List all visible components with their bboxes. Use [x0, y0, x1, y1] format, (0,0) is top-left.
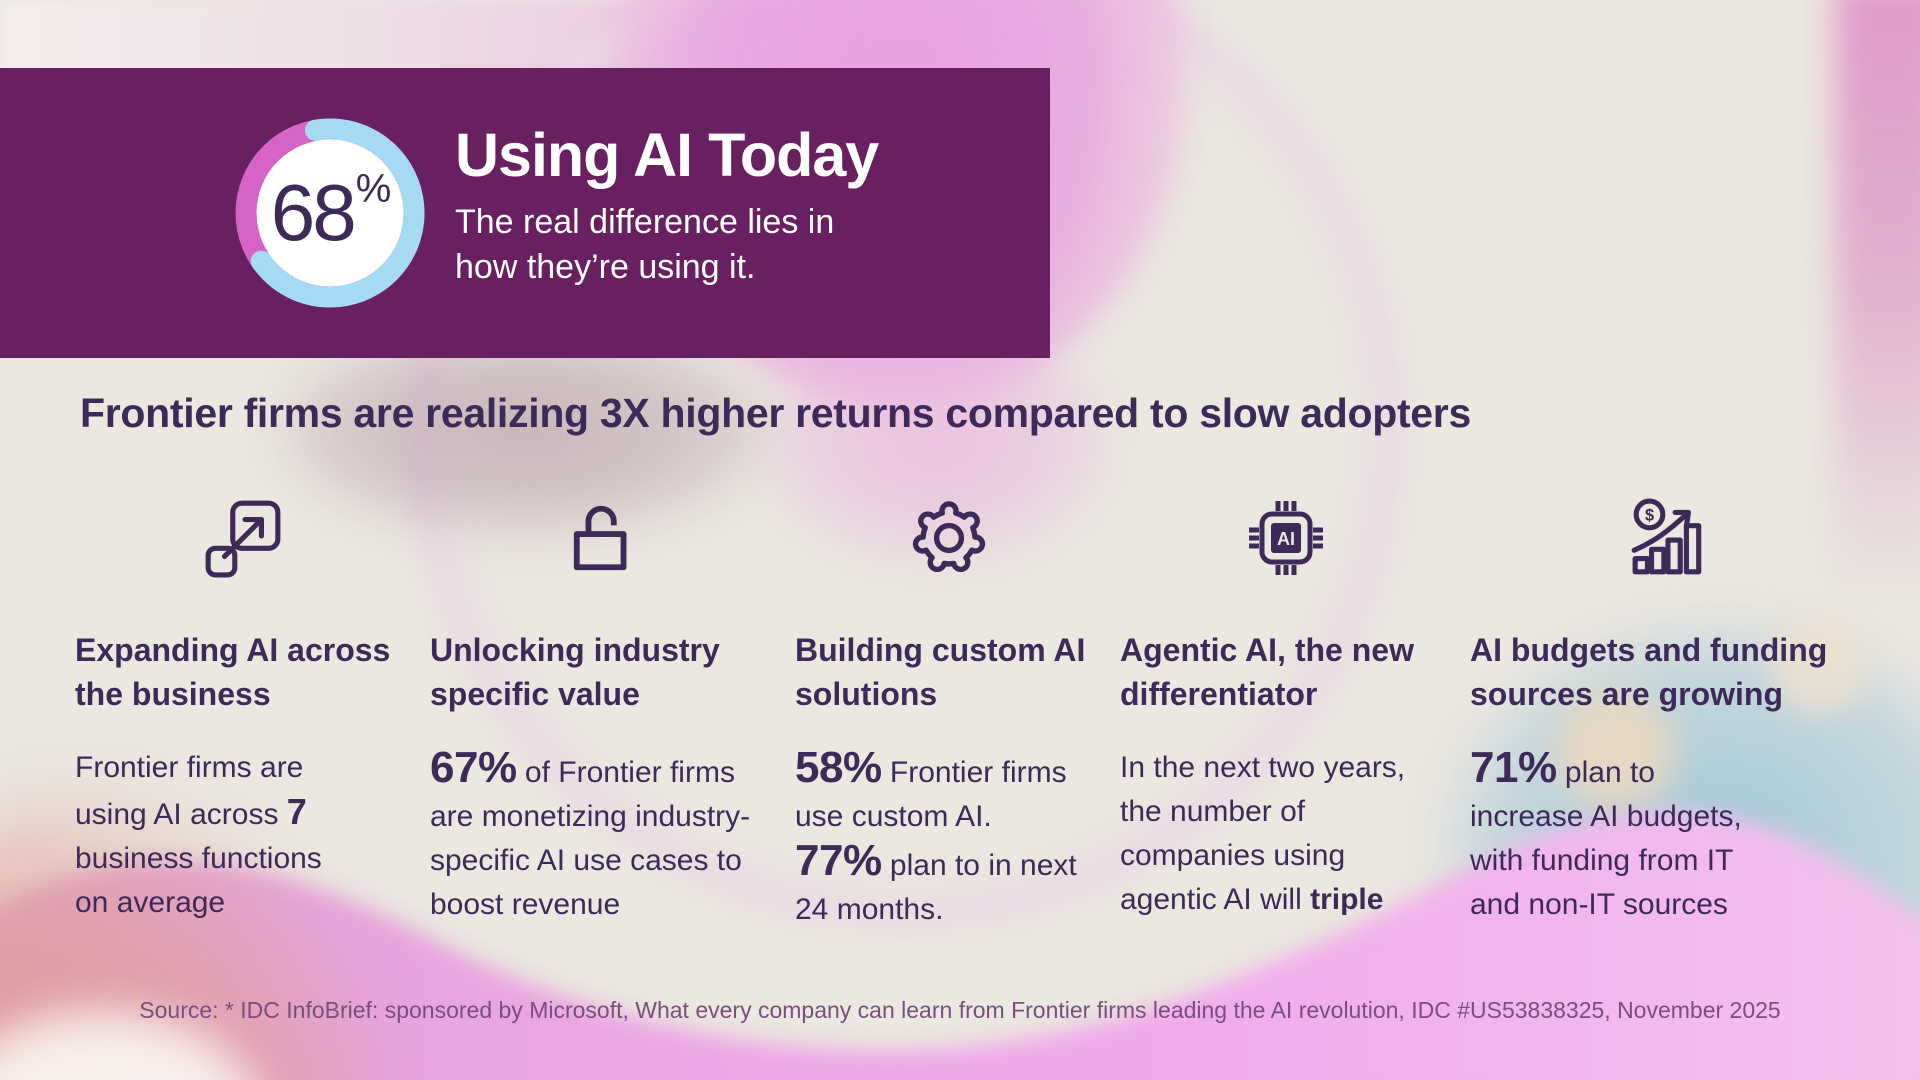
gear-icon — [795, 488, 1103, 588]
body-text: plan to in next 24 months. — [795, 849, 1077, 926]
body-text: of Frontier firms are monetizing industr… — [430, 756, 751, 921]
subtitle-line-2: how they’re using it. — [455, 248, 756, 286]
hero-text: Using AI Today The real difference lies … — [455, 120, 879, 290]
column-ai-budgets: $ AI budgets and funding sources are gro… — [1470, 488, 1870, 927]
column-body: Frontier firms are using AI across 7 bus… — [75, 746, 345, 925]
body-stat: 71% — [1470, 743, 1557, 792]
headline: Frontier firms are realizing 3X higher r… — [80, 390, 1471, 436]
column-agentic-ai: AI Agentic AI, the new differentiator In… — [1120, 488, 1452, 922]
page-title: Using AI Today — [455, 121, 879, 189]
page-subtitle: The real difference lies in how they’re u… — [455, 200, 878, 290]
column-expanding-ai: Expanding AI across the business Frontie… — [75, 488, 410, 925]
body-stat: 58% — [795, 743, 882, 792]
expand-icon — [75, 488, 410, 588]
background-pink-blob-2 — [765, 320, 1105, 560]
hero-banner: 68% Using AI Today The real difference l… — [0, 68, 1050, 358]
column-heading: Building custom AI solutions — [795, 632, 1086, 712]
bokeh-light-2 — [1770, 620, 1865, 715]
column-heading: AI budgets and funding sources are growi… — [1470, 632, 1828, 712]
column-body: 67% of Frontier firms are monetizing ind… — [430, 746, 782, 927]
column-heading: Expanding AI across the business — [75, 632, 391, 712]
ai-chip-icon: AI — [1120, 488, 1452, 588]
ai-usage-donut-chart: 68% — [235, 118, 425, 308]
stat-value: 68 — [270, 168, 357, 257]
subtitle-line-1: The real difference lies in — [455, 203, 835, 241]
svg-text:AI: AI — [1277, 529, 1295, 549]
background-pink-wave — [0, 685, 1920, 1080]
body-text: In the next two years, the number of com… — [1120, 751, 1406, 916]
donut-center-label: 68% — [235, 118, 425, 308]
column-custom-ai: Building custom AI solutions 58% Frontie… — [795, 488, 1103, 932]
unlock-icon — [430, 488, 782, 588]
money-growth-icon: $ — [1470, 488, 1870, 588]
column-body: 58% Frontier firms use custom AI. 77% pla… — [795, 746, 1095, 932]
background-right-band — [1835, 0, 1920, 600]
body-text: Frontier firms use custom AI. — [795, 756, 1067, 833]
column-body: In the next two years, the number of com… — [1120, 746, 1412, 922]
svg-text:$: $ — [1645, 507, 1654, 525]
column-heading: Unlocking industry specific value — [430, 632, 720, 712]
body-stat: 7 — [286, 791, 307, 832]
stat-unit: % — [355, 166, 392, 211]
source-attribution: Source: * IDC InfoBrief: sponsored by Mi… — [139, 997, 1781, 1023]
body-text: business functions on average — [75, 842, 322, 919]
body-text: Frontier firms are using AI across — [75, 751, 304, 831]
body-stat: 67% — [430, 743, 517, 792]
column-heading: Agentic AI, the new differentiator — [1120, 632, 1414, 712]
body-text: plan to increase AI budgets, with fundin… — [1470, 756, 1742, 921]
body-stat: 77% — [795, 836, 882, 885]
bokeh-light-1 — [1555, 690, 1675, 810]
donut-progress-arc — [235, 118, 425, 308]
body-stat: triple — [1310, 883, 1384, 916]
column-industry-value: Unlocking industry specific value 67% of… — [430, 488, 782, 927]
column-body: 71% plan to increase AI budgets, with fu… — [1470, 746, 1772, 927]
donut-hole — [256, 139, 404, 287]
